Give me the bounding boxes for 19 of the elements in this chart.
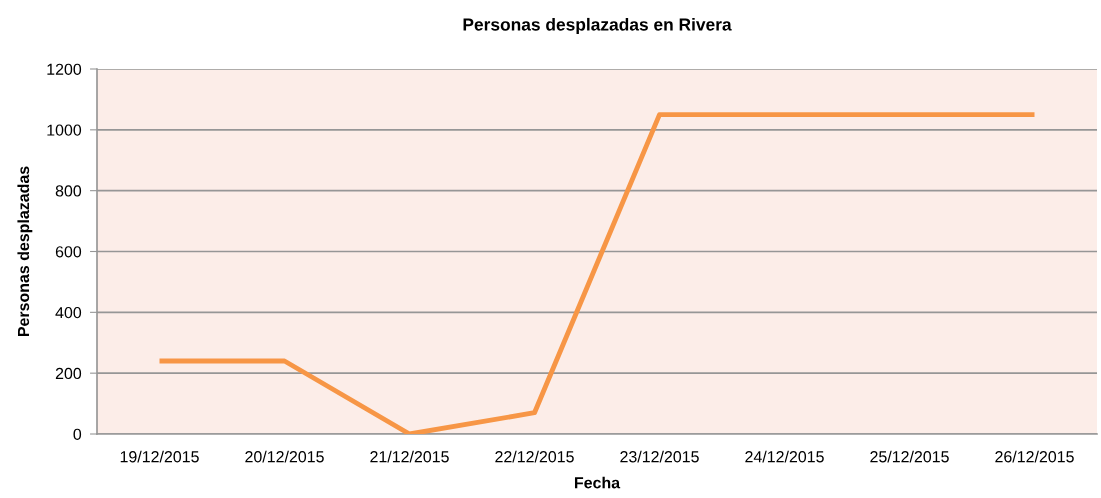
line-series	[157, 112, 1037, 434]
x-tick-label: 22/12/2015	[495, 450, 574, 463]
y-tick-label: 1000	[47, 124, 82, 136]
x-tick-label: 19/12/2015	[120, 450, 199, 463]
x-tick-label: 26/12/2015	[995, 450, 1074, 463]
y-tick-label: 400	[55, 306, 82, 319]
x-tick-label: 23/12/2015	[620, 450, 699, 463]
y-tick-label: 800	[55, 185, 82, 197]
x-axis-title: Fecha	[574, 476, 621, 489]
x-tick-label: 20/12/2015	[245, 450, 324, 463]
y-axis-title: Personas desplazadas	[17, 166, 33, 337]
y-tick-label: 200	[55, 367, 82, 380]
chart-title: Personas desplazadas en Rivera	[463, 17, 732, 35]
x-tick-label: 24/12/2015	[745, 450, 824, 463]
y-tick-label: 1200	[47, 63, 82, 75]
x-tick-label: 25/12/2015	[870, 450, 949, 463]
y-tick-label: 0	[73, 428, 82, 440]
x-tick-label: 21/12/2015	[370, 450, 449, 463]
y-tick-label: 600	[55, 246, 82, 258]
